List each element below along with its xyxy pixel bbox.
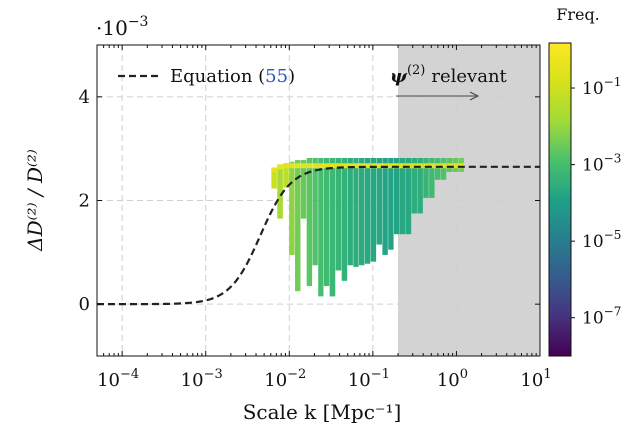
histogram-column	[341, 157, 348, 281]
histogram-peak-cell	[370, 163, 377, 169]
histogram-column	[323, 157, 330, 287]
histogram-column	[423, 157, 429, 198]
histogram-column	[434, 157, 441, 180]
histogram-column	[283, 163, 289, 188]
histogram-column	[376, 157, 383, 245]
histogram-column	[300, 160, 307, 219]
relevant-region-annotation: ψ(2) relevant	[390, 63, 508, 101]
histogram-column	[271, 168, 277, 189]
x-tick-label: 10−1	[348, 367, 390, 391]
histogram-peak-cell	[329, 163, 336, 169]
histogram-peak-cell	[440, 163, 447, 169]
histogram-peak-cell	[295, 163, 301, 169]
histogram-column	[289, 161, 295, 255]
histogram-peak-cell	[306, 163, 313, 169]
x-axis-label: Scale k [Mpc⁻¹]	[243, 400, 402, 424]
histogram-column	[364, 157, 371, 264]
y-axis-ticks: 0 2 4	[79, 87, 540, 315]
histogram-peak-cell	[289, 163, 295, 169]
histogram-column	[306, 157, 313, 287]
legend: Equation (55)	[118, 66, 295, 87]
colorbar	[548, 42, 572, 357]
histogram-peak-cell	[376, 163, 383, 169]
x-tick-label: 101	[520, 367, 551, 391]
relevant-region-label: ψ(2) relevant	[390, 63, 508, 87]
colorbar-tick-label: 10−7	[582, 305, 621, 329]
histogram-column	[277, 165, 283, 219]
histogram-peak-cell	[300, 163, 307, 169]
histogram-column	[347, 157, 353, 266]
x-axis-ticks: 10−4 10−3 10−2 10−1 100 101	[97, 45, 552, 391]
histogram-peak-cell	[277, 164, 283, 170]
colorbar-tick-label: 10−5	[582, 228, 621, 252]
x-tick-label: 100	[437, 367, 468, 391]
histogram-columns	[271, 157, 464, 297]
legend-equation-ref[interactable]: 55	[265, 66, 288, 87]
histogram-column	[335, 157, 342, 271]
histogram-column	[295, 160, 301, 292]
histogram-column	[388, 157, 394, 250]
histogram-column	[405, 157, 412, 235]
y-axis-label: ΔD⁽²⁾ / D⁽²⁾	[23, 149, 47, 252]
histogram-peak-cell	[312, 163, 318, 169]
histogram-column	[417, 157, 423, 214]
equation-55-curve	[97, 165, 540, 306]
y-tick-label: 0	[79, 294, 90, 315]
histogram-peak-cell	[323, 163, 330, 169]
histogram-column	[382, 157, 388, 255]
legend-entry-label: Equation (55)	[170, 66, 295, 87]
colorbar-title: Freq.	[556, 5, 600, 24]
histogram-column	[370, 157, 377, 262]
histogram-peak-cell	[452, 163, 459, 169]
histogram-column	[359, 157, 365, 266]
colorbar-tick-label: 10−1	[582, 75, 621, 99]
histogram-peak-cell	[318, 163, 324, 169]
y-scale-label: ·10−3	[96, 14, 148, 40]
x-tick-label: 10−3	[181, 367, 223, 391]
histogram-peak-cell	[271, 167, 277, 173]
histogram-column	[393, 157, 400, 235]
histogram-peak-cell	[364, 163, 371, 169]
histogram-column	[399, 157, 406, 235]
y-tick-label: 2	[79, 191, 90, 212]
histogram-peak-cell	[359, 163, 365, 169]
y-tick-label: 4	[79, 87, 90, 108]
colorbar-tick-label: 10−3	[582, 152, 621, 176]
arrow-head-icon	[469, 91, 480, 101]
histogram-column	[329, 157, 336, 297]
histogram-column	[411, 157, 418, 214]
histogram-column	[353, 157, 359, 267]
histogram-peak-cell	[353, 163, 359, 169]
x-tick-label: 10−4	[97, 367, 139, 391]
histogram-column	[318, 157, 324, 297]
histogram-peak-cell	[335, 163, 342, 169]
histogram-column	[429, 157, 435, 198]
histogram-peak-cell	[283, 163, 289, 169]
histogram-peak-cell	[388, 163, 394, 169]
colorbar-ticks: 10−1 10−3 10−5 10−7	[571, 75, 621, 329]
histogram-peak-cell	[347, 163, 353, 169]
histogram-column	[312, 157, 318, 266]
x-tick-label: 10−2	[264, 367, 306, 391]
histogram-column	[440, 157, 447, 180]
histogram-peak-cell	[341, 163, 348, 169]
histogram-peak-cell	[399, 163, 406, 169]
